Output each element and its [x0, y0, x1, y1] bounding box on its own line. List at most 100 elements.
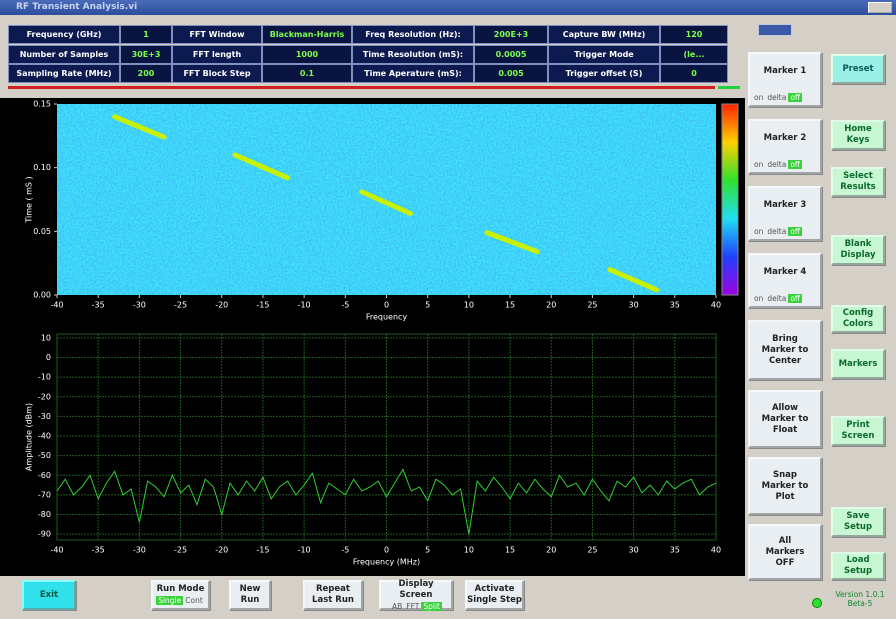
toggle-option[interactable]: delta [765, 160, 788, 169]
side-button[interactable]: Home Keys [831, 120, 885, 150]
toggle-option[interactable]: delta [765, 294, 788, 303]
param-value[interactable]: 0.005 [474, 64, 548, 83]
x-axis-label: Frequency (MHz) [353, 558, 420, 567]
param-value[interactable]: 0 [660, 64, 728, 83]
side-button[interactable]: Config Colors [831, 305, 885, 333]
side-button[interactable]: Save Setup [831, 507, 885, 537]
window-controls[interactable] [868, 2, 892, 13]
marker-action-button[interactable]: Allow Marker to Float [748, 390, 822, 448]
param-label: Number of Samples [8, 45, 120, 64]
x-tick-label: 35 [670, 301, 680, 310]
param-value[interactable]: 200E+3 [474, 25, 548, 44]
toggle-option[interactable]: delta [765, 93, 788, 102]
marker-action-button[interactable]: Bring Marker to Center [748, 320, 822, 380]
x-tick-label: 30 [629, 301, 639, 310]
version-label: Version 1.0.1 Beta-5 [828, 590, 892, 608]
side-button[interactable]: Preset [831, 54, 885, 84]
y-tick-label: -90 [38, 530, 51, 539]
bottom-button[interactable]: Repeat Last Run [303, 580, 363, 610]
mode-toggle: SingleCont [156, 595, 205, 606]
toggle-option[interactable]: on [752, 227, 765, 236]
x-tick-label: -40 [50, 301, 63, 310]
toolbar-icons[interactable] [758, 24, 792, 36]
x-tick-label: -15 [256, 301, 269, 310]
x-tick-label: -30 [133, 546, 146, 555]
side-button[interactable]: Select Results [831, 167, 885, 197]
side-button[interactable]: Blank Display [831, 235, 885, 265]
x-tick-label: 0 [384, 546, 389, 555]
y-tick-label: -80 [38, 510, 51, 519]
x-tick-label: 30 [629, 546, 639, 555]
marker-label[interactable]: Marker 1 [764, 66, 807, 77]
marker-label[interactable]: Marker 3 [764, 200, 807, 211]
y-tick-label: -70 [38, 490, 51, 499]
param-label: Frequency (GHz) [8, 25, 120, 44]
toggle-option[interactable]: delta [765, 227, 788, 236]
colorbar [722, 104, 738, 295]
x-tick-label: -30 [133, 301, 146, 310]
toggle-option[interactable]: AB [390, 602, 404, 611]
toggle-option[interactable]: on [752, 294, 765, 303]
marker-toggle: ondeltaoff [752, 226, 802, 237]
side-button[interactable]: Print Screen [831, 416, 885, 446]
x-tick-label: -15 [256, 546, 269, 555]
y-tick-label: -50 [38, 451, 51, 460]
toggle-option[interactable]: off [788, 294, 802, 303]
marker-action-button[interactable]: All Markers OFF [748, 524, 822, 580]
mode-label[interactable]: Display Screen [381, 579, 451, 601]
y-tick-label: 10 [41, 333, 51, 342]
x-tick-label: -10 [298, 301, 311, 310]
side-button[interactable]: Markers [831, 349, 885, 379]
marker-label[interactable]: Marker 4 [764, 267, 807, 278]
toggle-option[interactable]: off [788, 93, 802, 102]
param-label: Capture BW (MHz) [548, 25, 660, 44]
y-tick-label: 0 [46, 353, 51, 362]
title-bar: RF Transient Analysis.vi [0, 0, 896, 15]
toggle-option[interactable]: Single [156, 596, 183, 605]
bottom-button[interactable]: Exit [22, 580, 76, 610]
bottom-button[interactable]: New Run [229, 580, 271, 610]
side-button[interactable]: Load Setup [831, 552, 885, 580]
toggle-option[interactable]: off [788, 160, 802, 169]
toggle-option[interactable]: on [752, 160, 765, 169]
app-window: 0.000.050.100.15-40-35-30-25-20-15-10-50… [0, 0, 896, 619]
x-tick-label: -20 [215, 301, 228, 310]
marker-label[interactable]: Marker 2 [764, 133, 807, 144]
x-tick-label: 20 [546, 301, 556, 310]
param-value[interactable]: 1 [120, 25, 172, 44]
bottom-button[interactable]: Activate Single Step [465, 580, 524, 610]
mode-label[interactable]: Run Mode [157, 584, 205, 595]
param-value[interactable]: 120 [660, 25, 728, 44]
y-tick-label: -10 [38, 373, 51, 382]
param-value[interactable]: Blackman-Harris [262, 25, 352, 44]
param-value[interactable]: 0.1 [262, 64, 352, 83]
toggle-option[interactable]: Split [421, 602, 442, 611]
toggle-option[interactable]: Cont [183, 596, 205, 605]
param-label: Freq Resolution (Hz): [352, 25, 474, 44]
x-tick-label: 35 [670, 546, 680, 555]
x-tick-label: 20 [546, 546, 556, 555]
progress-bar [8, 86, 715, 89]
param-value[interactable]: 0.0005 [474, 45, 548, 64]
param-value[interactable]: 1000 [262, 45, 352, 64]
param-label: Trigger offset (S) [548, 64, 660, 83]
param-value[interactable]: 30E+3 [120, 45, 172, 64]
param-value[interactable]: (le... [660, 45, 728, 64]
param-label: Time Resolution (mS): [352, 45, 474, 64]
toggle-option[interactable]: off [788, 227, 802, 236]
toggle-option[interactable]: FFT [404, 602, 421, 611]
x-tick-label: -35 [92, 301, 105, 310]
toggle-option[interactable]: on [752, 93, 765, 102]
y-tick-label: -60 [38, 471, 51, 480]
param-value[interactable]: 200 [120, 64, 172, 83]
x-tick-label: -5 [341, 546, 349, 555]
param-label: FFT Window [172, 25, 262, 44]
status-bar [718, 86, 740, 89]
marker-action-button[interactable]: Snap Marker to Plot [748, 457, 822, 515]
